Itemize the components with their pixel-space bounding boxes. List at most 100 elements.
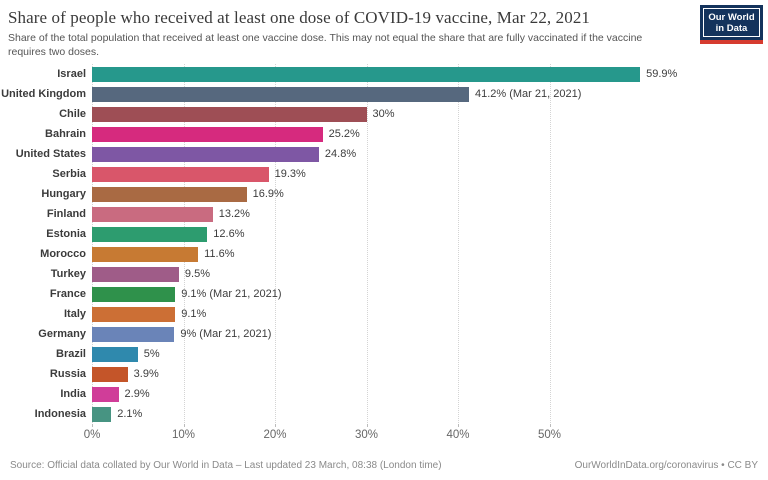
country-label[interactable]: Russia <box>49 368 86 380</box>
owid-logo[interactable]: Our World in Data <box>700 5 763 44</box>
country-label[interactable]: Turkey <box>50 268 86 280</box>
country-label[interactable]: Hungary <box>41 188 86 200</box>
value-label: 9.5% <box>184 268 210 280</box>
country-label[interactable]: Bahrain <box>45 128 86 140</box>
bar-track: 12.6% <box>92 226 748 242</box>
value-label: 3.9% <box>133 368 159 380</box>
chart-subtitle: Share of the total population that recei… <box>8 32 643 58</box>
bar[interactable] <box>92 106 367 122</box>
value-label: 25.2% <box>328 128 360 140</box>
tick-mark <box>275 424 276 427</box>
bar-row[interactable]: Germany 9% (Mar 21, 2021) <box>0 324 748 344</box>
value-label: 9.1% <box>181 308 207 320</box>
bar-track: 2.9% <box>92 386 748 402</box>
bar-row[interactable]: India 2.9% <box>0 384 748 404</box>
country-label[interactable]: Serbia <box>52 168 86 180</box>
x-axis: 0% 10% 20% 30% 40% 50% <box>0 424 748 448</box>
bar-row[interactable]: France 9.1% (Mar 21, 2021) <box>0 284 748 304</box>
bar-row[interactable]: Israel 59.9% <box>0 64 748 84</box>
country-label[interactable]: Italy <box>63 308 86 320</box>
footer-attribution: OurWorldInData.org/coronavirus • CC BY <box>575 460 758 471</box>
bar[interactable] <box>92 346 138 362</box>
owid-logo-line1: Our World <box>708 11 755 23</box>
bar[interactable] <box>92 146 319 162</box>
bar[interactable] <box>92 226 208 242</box>
country-label[interactable]: Israel <box>57 68 86 80</box>
country-label[interactable]: France <box>49 288 86 300</box>
bar-row[interactable]: Italy 9.1% <box>0 304 748 324</box>
bar-track: 9.1% <box>92 306 748 322</box>
x-tick-label: 40% <box>446 429 470 441</box>
country-label[interactable]: Finland <box>46 208 86 220</box>
bar-track: 16.9% <box>92 186 748 202</box>
x-tick-label: 20% <box>263 429 287 441</box>
bar-track: 11.6% <box>92 246 748 262</box>
bar-row[interactable]: United States 24.8% <box>0 144 748 164</box>
bar[interactable] <box>92 246 199 262</box>
bar[interactable] <box>92 186 247 202</box>
tick-mark <box>458 424 459 427</box>
footer-separator: • <box>718 460 728 471</box>
bar-track: 9.1% (Mar 21, 2021) <box>92 286 748 302</box>
x-tick-label: 0% <box>83 429 101 441</box>
tick-mark <box>366 424 368 427</box>
bar-track: 5% <box>92 346 748 362</box>
bar[interactable] <box>92 126 323 142</box>
value-label: 13.2% <box>218 208 250 220</box>
bar-row[interactable]: Morocco 11.6% <box>0 244 748 264</box>
tick-mark <box>183 424 185 427</box>
x-tick-label: 50% <box>537 429 562 441</box>
bar-row[interactable]: Chile 30% <box>0 104 748 124</box>
bar-row[interactable]: Indonesia 2.1% <box>0 404 748 424</box>
value-label: 16.9% <box>252 188 284 200</box>
country-label[interactable]: Indonesia <box>34 408 86 420</box>
bar[interactable] <box>92 66 641 82</box>
bar[interactable] <box>92 326 175 342</box>
bar[interactable] <box>92 386 119 402</box>
chart-title: Share of people who received at least on… <box>8 8 591 27</box>
country-label[interactable]: Chile <box>59 108 86 120</box>
bar[interactable] <box>92 406 112 422</box>
value-label: 11.6% <box>204 248 235 260</box>
country-label[interactable]: Brazil <box>56 348 86 360</box>
bar[interactable] <box>92 366 128 382</box>
chart-footer: Source: Official data collated by Our Wo… <box>10 460 758 471</box>
bar-track: 2.1% <box>92 406 748 422</box>
bar-row[interactable]: Hungary 16.9% <box>0 184 748 204</box>
bar-row[interactable]: Turkey 9.5% <box>0 264 748 284</box>
bar-row[interactable]: Brazil 5% <box>0 344 748 364</box>
bar-row[interactable]: Serbia 19.3% <box>0 164 748 184</box>
value-label: 41.2% (Mar 21, 2021) <box>474 88 582 100</box>
bar[interactable] <box>92 206 213 222</box>
country-label[interactable]: United States <box>15 148 86 160</box>
bar-track: 9% (Mar 21, 2021) <box>92 326 748 342</box>
value-label: 2.9% <box>124 388 150 400</box>
bar[interactable] <box>92 286 176 302</box>
value-label: 59.9% <box>646 68 678 80</box>
country-label[interactable]: Estonia <box>46 228 86 240</box>
bar-track: 3.9% <box>92 366 748 382</box>
owid-logo-text: Our World in Data <box>703 8 760 37</box>
bar[interactable] <box>92 166 269 182</box>
country-label[interactable]: Morocco <box>40 248 86 260</box>
bar[interactable] <box>92 306 176 322</box>
bar-row[interactable]: Russia 3.9% <box>0 364 748 384</box>
bar-row[interactable]: United Kingdom 41.2% (Mar 21, 2021) <box>0 84 748 104</box>
value-label: 12.6% <box>213 228 245 240</box>
footer-link[interactable]: OurWorldInData.org/coronavirus <box>574 460 719 471</box>
bar-track: 25.2% <box>92 126 748 142</box>
country-label[interactable]: India <box>60 388 86 400</box>
value-label: 30% <box>372 108 395 120</box>
bar[interactable] <box>92 86 469 102</box>
bar-row[interactable]: Estonia 12.6% <box>0 224 748 244</box>
bar-track: 19.3% <box>92 166 748 182</box>
tick-mark <box>549 424 551 427</box>
bar-rows: Israel 59.9% United Kingdom 41.2% (Mar 21, … <box>0 64 748 424</box>
bar-row[interactable]: Finland 13.2% <box>0 204 748 224</box>
bar-row[interactable]: Bahrain 25.2% <box>0 124 748 144</box>
value-label: 2.1% <box>117 408 143 420</box>
country-label[interactable]: Germany <box>38 328 86 340</box>
bar[interactable] <box>92 266 179 282</box>
bar-chart: Israel 59.9% United Kingdom 41.2% (Mar 21, … <box>0 64 748 427</box>
country-label[interactable]: United Kingdom <box>1 88 86 100</box>
